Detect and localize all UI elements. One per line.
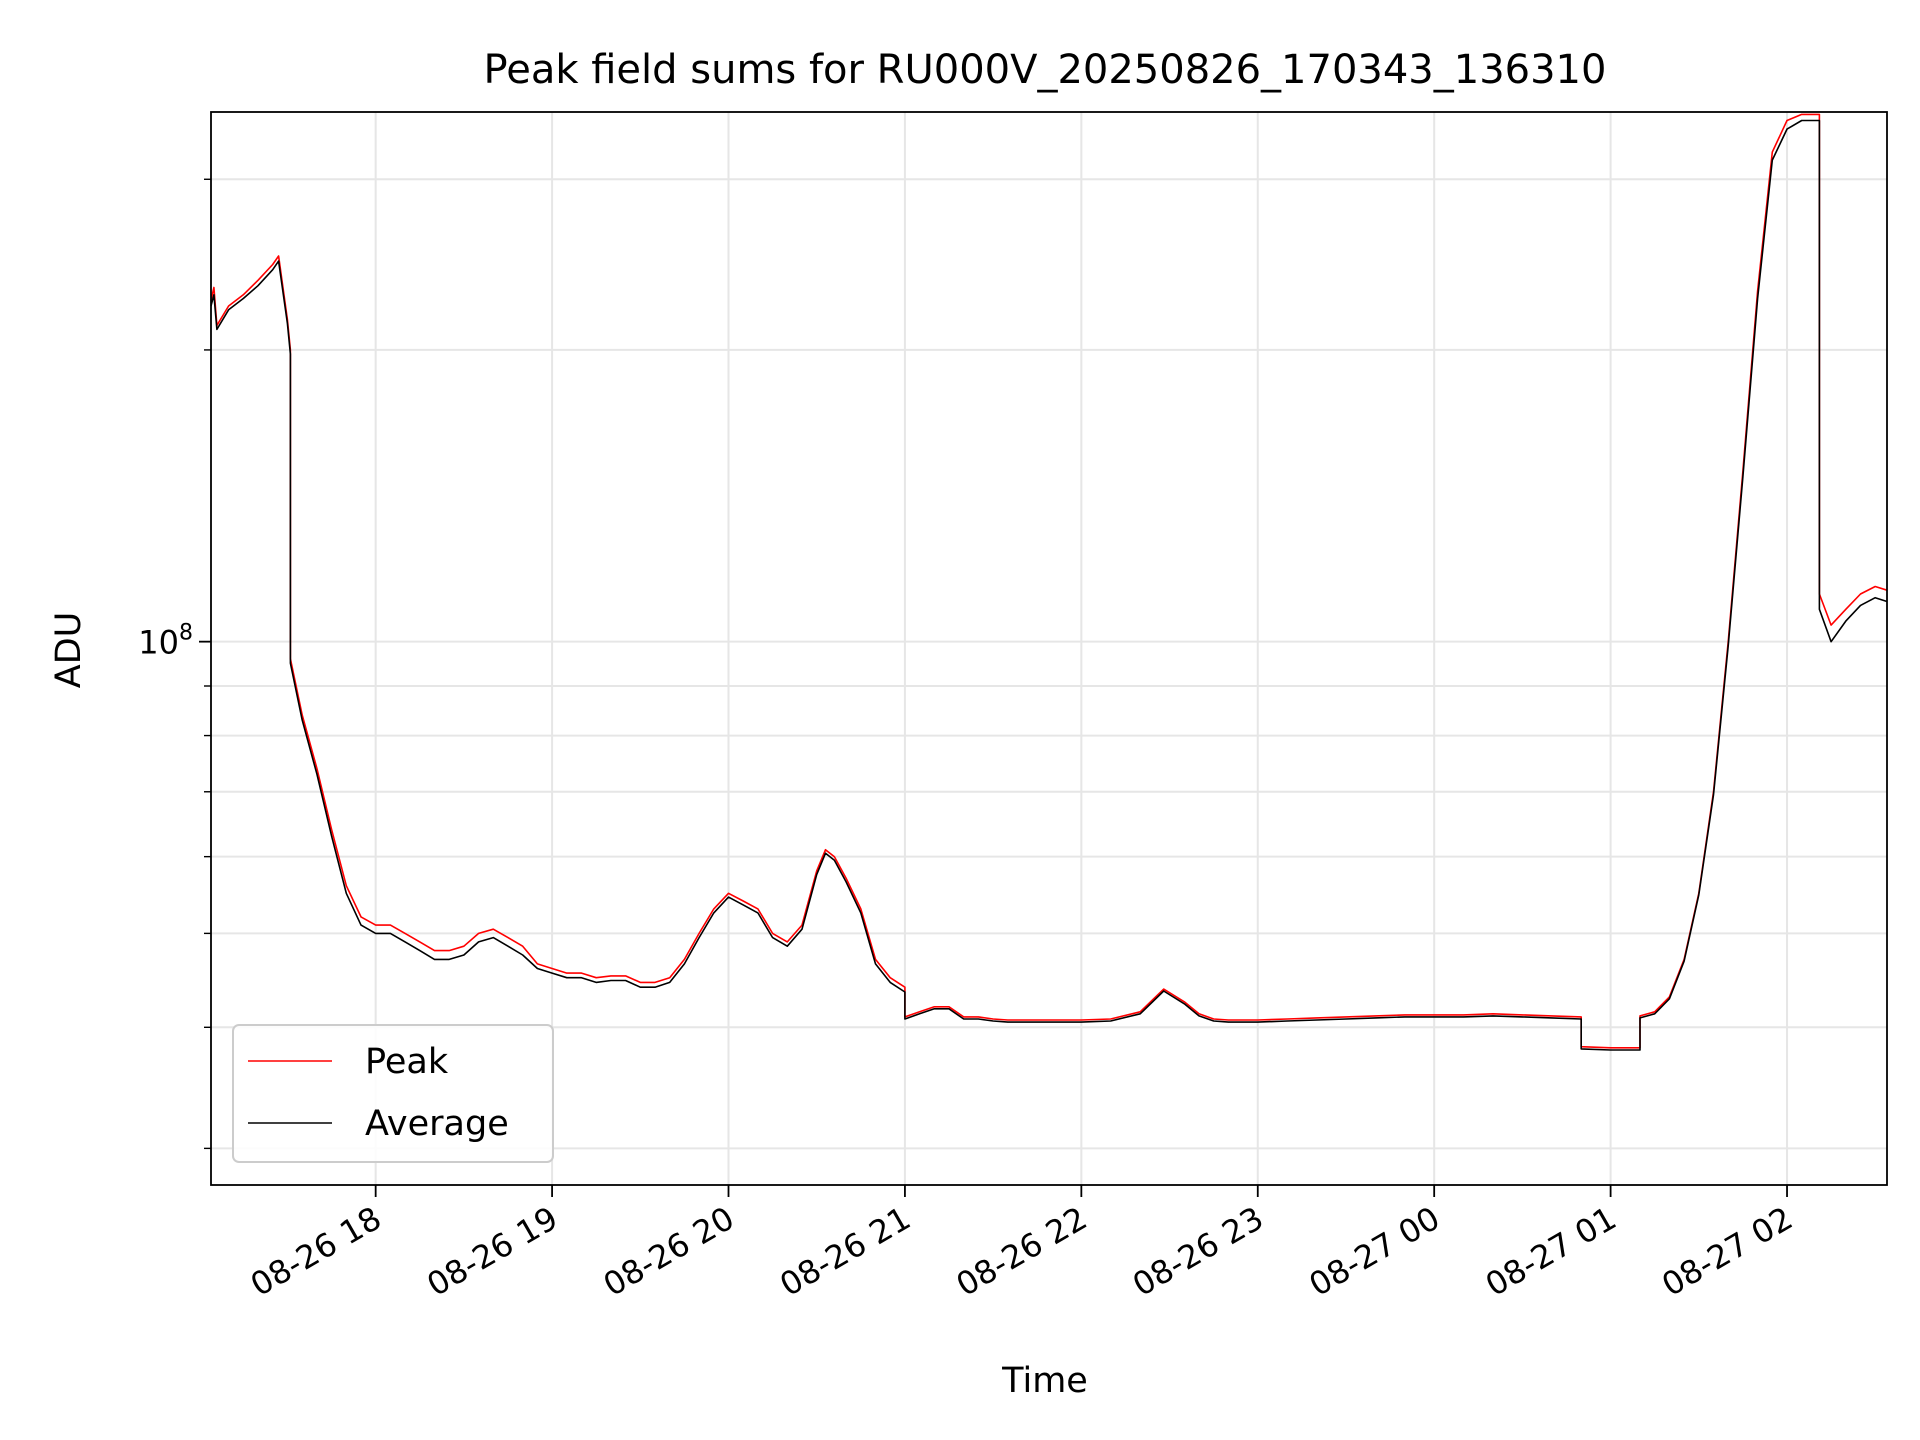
y-tick-label: 108 <box>138 621 193 662</box>
plot-area-frame <box>210 111 1888 1186</box>
series-line-average <box>210 119 1888 1051</box>
y-axis-label: ADU <box>49 612 89 689</box>
chart-title: Peak field sums for RU000V_20250826_1703… <box>484 47 1607 93</box>
legend-label-peak: Peak <box>365 1042 449 1082</box>
legend-label-average: Average <box>365 1104 509 1144</box>
legend: Peak Average <box>232 1024 554 1163</box>
series-layer <box>210 113 1888 1051</box>
x-axis-label: Time <box>1001 1361 1088 1401</box>
legend-frame <box>232 1024 554 1163</box>
